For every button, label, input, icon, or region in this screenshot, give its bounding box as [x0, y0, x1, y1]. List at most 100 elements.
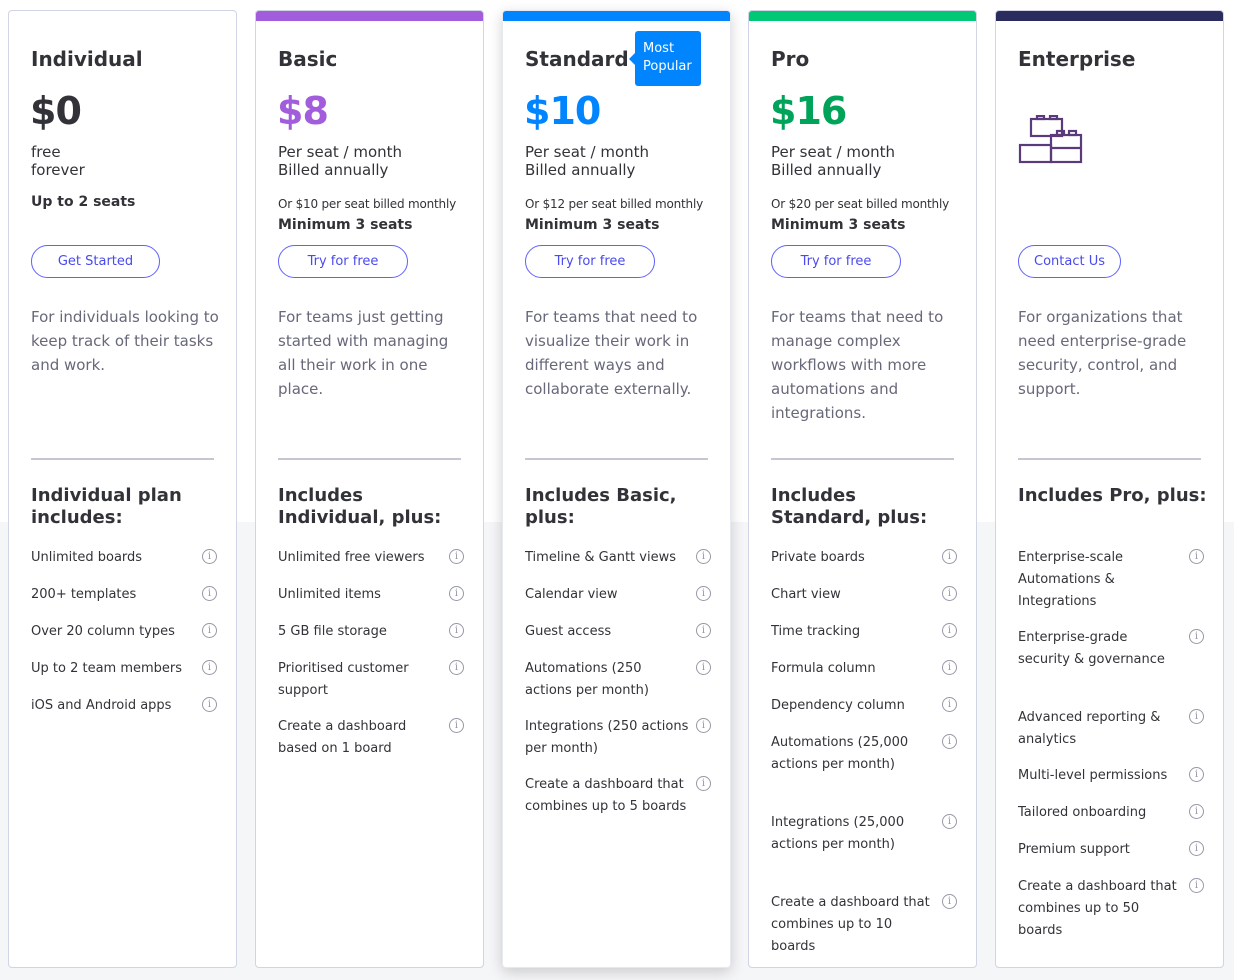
plan-description: For organizations that need enterprise-g… [1018, 308, 1187, 398]
info-icon[interactable]: i [696, 549, 711, 564]
info-icon[interactable]: i [942, 814, 957, 829]
info-icon[interactable]: i [696, 623, 711, 638]
plan-price: $10 [524, 89, 601, 133]
monthly-price-note: Or $10 per seat billed monthly [278, 197, 456, 211]
info-icon[interactable]: i [202, 623, 217, 638]
plan-name: Basic [278, 47, 338, 71]
feature-label: Unlimited boards [31, 550, 143, 565]
feature-label: Up to 2 team members [31, 661, 183, 676]
plan-name: Pro [771, 47, 810, 71]
plan-card-individual: Individual $0 free forever Up to 2 seats… [8, 10, 237, 968]
badge-line1: Most [643, 41, 675, 56]
try-for-free-button[interactable]: Try for free [525, 245, 655, 278]
feature-label: Unlimited items [278, 587, 381, 602]
info-icon[interactable]: i [942, 660, 957, 675]
minimum-seats: Minimum 3 seats [525, 217, 660, 233]
info-icon[interactable]: i [696, 586, 711, 601]
feature-label: Tailored onboarding [1018, 805, 1147, 820]
feature-label: Create a dashboard based on 1 board [278, 719, 407, 756]
info-icon[interactable]: i [202, 660, 217, 675]
price-period-line2: forever [31, 161, 85, 179]
info-icon[interactable]: i [449, 718, 464, 733]
feature-label: Dependency column [771, 698, 905, 713]
includes-heading: Individual plan includes: [31, 485, 182, 528]
info-icon[interactable]: i [449, 586, 464, 601]
feature-label: Advanced reporting & analytics [1018, 710, 1161, 747]
info-icon[interactable]: i [942, 734, 957, 749]
feature-label: Enterprise-grade security & governance [1018, 630, 1165, 667]
plan-price: $16 [770, 89, 847, 133]
price-period-line2: Billed annually [771, 161, 882, 179]
price-period-line2: Billed annually [278, 161, 389, 179]
feature-label: Integrations (25,000 actions per month) [771, 815, 905, 852]
includes-heading: Includes Standard, plus: [771, 485, 928, 528]
plan-card-basic: Basic $8 Per seat / month Billed annuall… [255, 10, 484, 968]
info-icon[interactable]: i [942, 894, 957, 909]
info-icon[interactable]: i [1189, 709, 1204, 724]
feature-label: 5 GB file storage [278, 624, 387, 639]
feature-label: Automations (250 actions per month) [525, 661, 649, 698]
feature-label: Create a dashboard that combines up to 5… [1018, 879, 1177, 938]
feature-label: Over 20 column types [31, 624, 175, 639]
divider [771, 458, 954, 460]
price-period: Per seat / month Billed annually [771, 143, 895, 179]
feature-label: Automations (25,000 actions per month) [771, 735, 909, 772]
plan-price: $0 [30, 89, 82, 133]
info-icon[interactable]: i [1189, 841, 1204, 856]
info-icon[interactable]: i [1189, 804, 1204, 819]
info-icon[interactable]: i [696, 718, 711, 733]
price-period-line2: Billed annually [525, 161, 636, 179]
minimum-seats: Minimum 3 seats [771, 217, 906, 233]
includes-heading: Includes Basic, plus: [525, 485, 677, 528]
info-icon[interactable]: i [696, 776, 711, 791]
info-icon[interactable]: i [942, 623, 957, 638]
price-period-line1: Per seat / month [525, 143, 650, 161]
info-icon[interactable]: i [449, 660, 464, 675]
info-icon[interactable]: i [202, 697, 217, 712]
minimum-seats: Minimum 3 seats [278, 217, 413, 233]
try-for-free-button[interactable]: Try for free [771, 245, 901, 278]
feature-label: 200+ templates [31, 587, 137, 602]
plan-card-standard: Standard Most Popular $10 Per seat / mon… [502, 10, 731, 968]
feature-label: Integrations (250 actions per month) [525, 719, 689, 756]
price-period: free forever [31, 143, 85, 179]
plan-name: Enterprise [1018, 47, 1136, 71]
price-period: Per seat / month Billed annually [278, 143, 402, 179]
info-icon[interactable]: i [942, 586, 957, 601]
contact-us-button[interactable]: Contact Us [1018, 245, 1121, 278]
info-icon[interactable]: i [1189, 878, 1204, 893]
plan-card-enterprise: Enterprise Contact Us For organizations … [995, 10, 1224, 968]
info-icon[interactable]: i [202, 549, 217, 564]
info-icon[interactable]: i [696, 660, 711, 675]
feature-label: Timeline & Gantt views [525, 550, 676, 565]
get-started-button[interactable]: Get Started [31, 245, 160, 278]
feature-label: Enterprise-scale Automations & Integrati… [1018, 550, 1124, 609]
badge-line2: Popular [643, 59, 692, 74]
info-icon[interactable]: i [1189, 629, 1204, 644]
plan-color-bar [749, 11, 976, 21]
divider [31, 458, 214, 460]
info-icon[interactable]: i [449, 623, 464, 638]
info-icon[interactable]: i [942, 697, 957, 712]
feature-label: Multi-level permissions [1018, 768, 1168, 783]
plan-color-bar [996, 11, 1223, 21]
feature-label: Premium support [1018, 842, 1130, 857]
try-for-free-button[interactable]: Try for free [278, 245, 408, 278]
feature-label: Create a dashboard that combines up to 5… [525, 777, 687, 814]
plan-name: Individual [31, 47, 143, 71]
price-period-line1: Per seat / month [278, 143, 403, 161]
feature-label: Time tracking [771, 624, 861, 639]
info-icon[interactable]: i [202, 586, 217, 601]
info-icon[interactable]: i [449, 549, 464, 564]
plan-description: For teams that need to visualize their w… [525, 308, 698, 398]
info-icon[interactable]: i [942, 549, 957, 564]
feature-label: iOS and Android apps [31, 698, 172, 713]
plan-color-bar [503, 11, 730, 21]
includes-heading: Includes Pro, plus: [1018, 485, 1207, 506]
plan-description: For teams that need to manage complex wo… [771, 308, 944, 422]
divider [525, 458, 708, 460]
info-icon[interactable]: i [1189, 767, 1204, 782]
info-icon[interactable]: i [1189, 549, 1204, 564]
plan-color-bar [256, 11, 483, 21]
includes-heading: Includes Individual, plus: [278, 485, 442, 528]
